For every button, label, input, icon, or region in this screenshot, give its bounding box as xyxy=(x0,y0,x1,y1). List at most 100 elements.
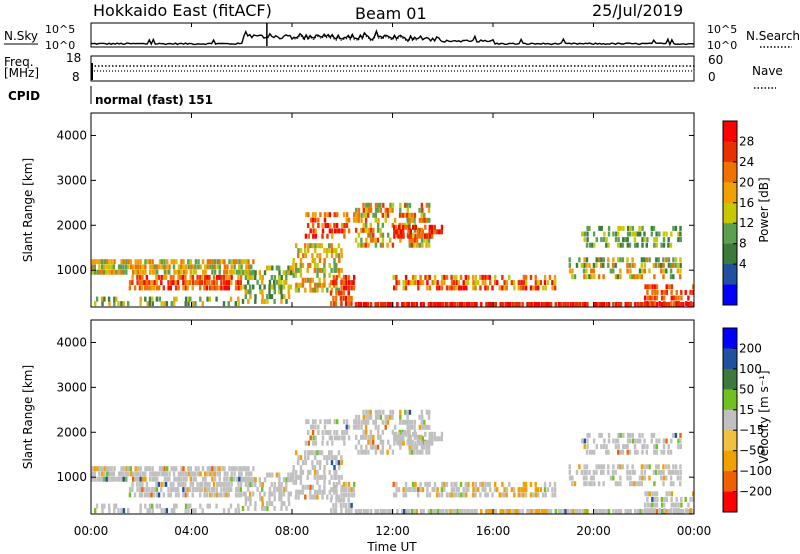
velocity-cell xyxy=(180,466,183,472)
power-cell xyxy=(646,301,649,307)
power-cell xyxy=(357,302,360,307)
power-cell xyxy=(643,237,646,243)
power-cell xyxy=(270,275,273,280)
power-cell xyxy=(427,207,431,213)
power-cell xyxy=(166,259,169,265)
velocity-cell xyxy=(524,492,528,498)
power-cell xyxy=(200,280,204,286)
power-cell xyxy=(581,302,584,307)
velocity-cell xyxy=(424,431,427,437)
velocity-cell xyxy=(323,455,326,461)
power-cell xyxy=(311,277,314,283)
velocity-cell xyxy=(143,492,147,498)
power-cell xyxy=(162,274,166,280)
power-cell xyxy=(297,248,300,254)
velocity-cell xyxy=(360,419,363,425)
velocity-cell xyxy=(334,508,338,514)
velocity-cell xyxy=(444,509,447,514)
power-cell xyxy=(569,302,572,307)
velocity-cell xyxy=(404,481,408,487)
velocity-cell xyxy=(617,444,620,450)
velocity-cell xyxy=(369,434,373,440)
velocity-cell xyxy=(511,509,515,514)
power-cell xyxy=(244,270,247,276)
power-cell xyxy=(172,259,176,265)
power-cell xyxy=(614,274,618,280)
power-cell xyxy=(323,248,326,254)
velocity-cell xyxy=(467,481,470,487)
velocity-cell xyxy=(345,424,348,430)
velocity-cell xyxy=(615,509,618,514)
power-cell xyxy=(667,242,670,248)
power-cell xyxy=(155,296,159,302)
velocity-cell xyxy=(225,492,228,498)
velocity-cell xyxy=(238,476,241,482)
power-cell xyxy=(408,202,412,208)
power-cell xyxy=(670,289,673,295)
power-cell xyxy=(631,262,634,268)
colorbar-tick-label: 8 xyxy=(739,237,747,251)
power-cell xyxy=(616,257,620,263)
power-cell xyxy=(115,269,118,275)
power-cell xyxy=(134,259,137,265)
power-cell xyxy=(593,242,596,248)
power-cell xyxy=(439,302,442,307)
power-cell xyxy=(605,302,608,307)
velocity-cell xyxy=(396,509,399,514)
power-cell xyxy=(494,274,497,280)
ytick-label: 2000 xyxy=(56,425,87,439)
power-cell xyxy=(573,274,577,280)
velocity-cell xyxy=(603,438,606,444)
power-cell xyxy=(433,280,436,286)
power-cell xyxy=(374,212,377,218)
power-cell xyxy=(184,264,188,270)
power-cell xyxy=(384,217,387,223)
power-cell xyxy=(401,302,404,307)
velocity-cell xyxy=(399,414,402,420)
velocity-cell xyxy=(402,436,405,442)
velocity-cell xyxy=(332,508,336,514)
power-cell xyxy=(414,280,417,286)
power-cell xyxy=(343,228,346,234)
power-cell xyxy=(665,302,668,307)
velocity-cell xyxy=(468,509,471,514)
power-cell xyxy=(438,285,441,291)
velocity-cell xyxy=(396,439,399,445)
velocity-cell xyxy=(335,481,338,487)
power-cell xyxy=(352,217,356,223)
power-cell xyxy=(235,269,239,275)
power-cell xyxy=(410,212,414,218)
velocity-cell xyxy=(328,469,331,475)
power-cell xyxy=(328,243,331,249)
power-cell xyxy=(209,264,212,270)
velocity-cell xyxy=(573,481,577,487)
velocity-cell xyxy=(537,492,540,498)
velocity-cell xyxy=(249,501,252,507)
velocity-cell xyxy=(399,436,403,442)
power-cell xyxy=(631,274,634,280)
velocity-cell xyxy=(342,481,346,487)
power-cell xyxy=(616,231,620,237)
power-cell xyxy=(649,295,652,301)
velocity-cell xyxy=(485,509,488,514)
velocity-cell xyxy=(312,435,315,441)
velocity-cell xyxy=(355,419,358,425)
velocity-cell xyxy=(433,487,436,493)
velocity-cell xyxy=(261,501,264,507)
power-cell xyxy=(586,302,589,307)
velocity-cell xyxy=(297,455,300,461)
power-cell xyxy=(302,253,305,259)
power-cell xyxy=(441,274,444,280)
power-cell xyxy=(332,295,335,301)
power-cell xyxy=(163,269,167,275)
velocity-cell xyxy=(407,440,410,446)
velocity-cell xyxy=(665,509,668,514)
power-cell xyxy=(626,231,630,237)
power-cell xyxy=(307,248,310,254)
power-cell xyxy=(581,231,584,237)
velocity-cell xyxy=(462,492,466,498)
velocity-cell xyxy=(314,455,317,461)
velocity-cell xyxy=(650,432,653,438)
power-cell xyxy=(636,302,640,307)
velocity-cell xyxy=(297,474,300,480)
